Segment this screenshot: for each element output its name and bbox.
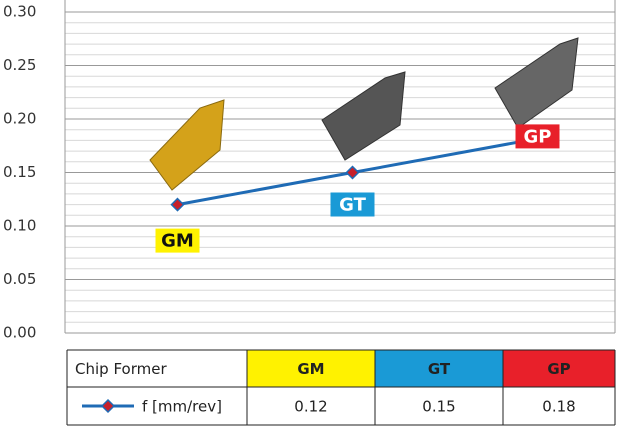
insert-icons — [149, 37, 579, 191]
point — [170, 197, 185, 212]
table-header-cell — [375, 350, 503, 387]
category-label: GP — [524, 126, 552, 147]
table-header: GM — [297, 360, 324, 378]
y-tick-label: 0.20 — [3, 110, 36, 128]
category-label: GM — [161, 231, 194, 252]
legend-marker — [100, 398, 116, 414]
category-label: GT — [339, 195, 366, 216]
point — [345, 165, 360, 180]
table-header: GP — [547, 360, 570, 378]
category-badge — [330, 192, 375, 217]
category-badge — [155, 228, 200, 253]
table-corner: Chip Former — [75, 360, 167, 378]
y-tick-label: 0.15 — [3, 163, 36, 181]
table-value: 0.18 — [542, 398, 575, 416]
insert-icon-gp — [494, 37, 579, 129]
table-header-cell — [503, 350, 615, 387]
table-value: 0.12 — [294, 398, 327, 416]
y-tick-label: 0.05 — [3, 270, 36, 288]
legend-label: f [mm/rev] — [142, 398, 222, 416]
insert-icon-gt — [321, 71, 406, 161]
y-tick-label: 0.30 — [3, 3, 36, 21]
insert-icon-gm — [149, 99, 225, 191]
y-tick-label: 0.10 — [3, 217, 36, 235]
grid — [65, 11, 615, 334]
category-badge — [515, 124, 560, 149]
table-value: 0.15 — [422, 398, 455, 416]
y-tick-label: 0.25 — [3, 56, 36, 74]
y-tick-label: 0.00 — [3, 324, 36, 342]
table-header-cell — [247, 350, 375, 387]
table-header: GT — [428, 360, 451, 378]
